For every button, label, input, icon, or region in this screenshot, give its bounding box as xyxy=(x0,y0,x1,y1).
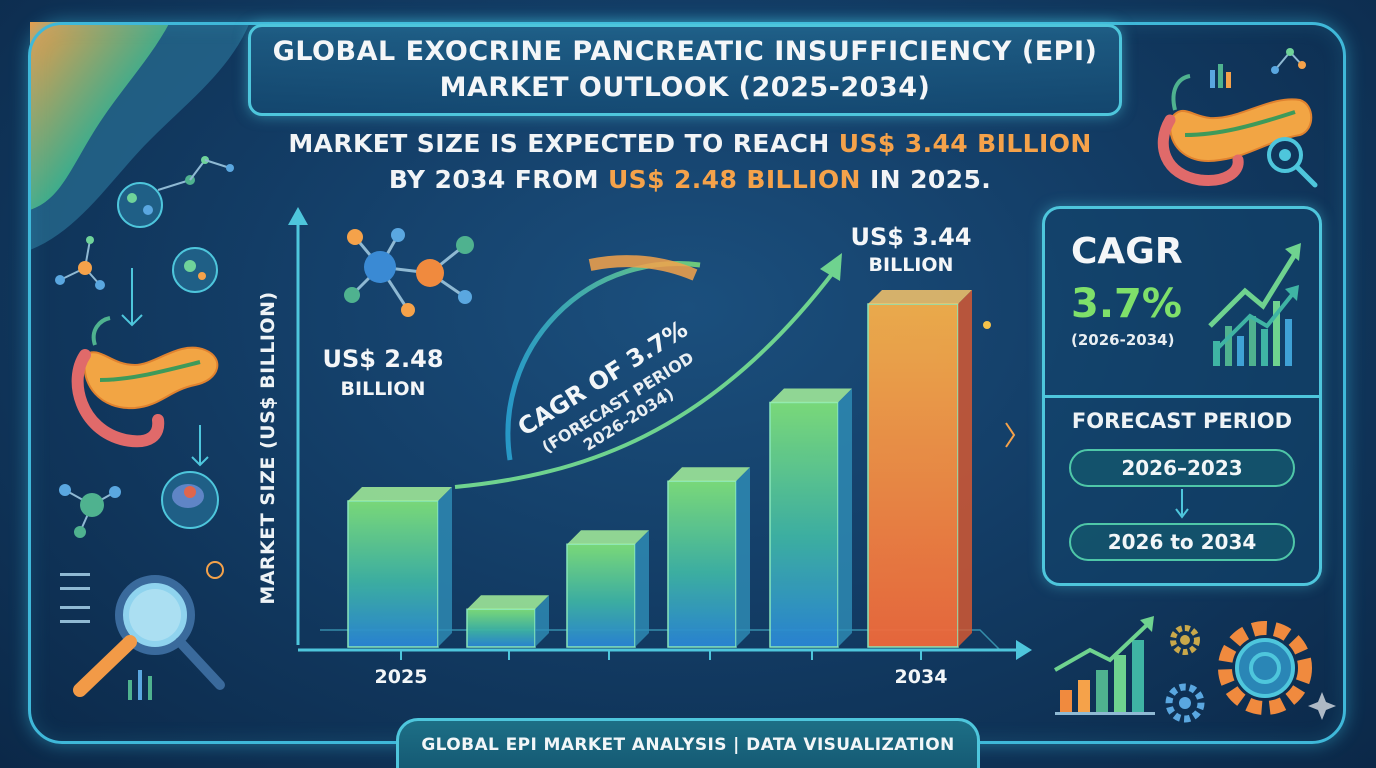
growth-arrow-head xyxy=(820,253,842,281)
y-axis-label: MARKET SIZE (US$ BILLION) xyxy=(257,291,279,605)
bar-step-2 xyxy=(566,530,649,648)
pancreas-icon xyxy=(71,316,219,448)
bar-2034 xyxy=(867,290,972,648)
bar-step-1 xyxy=(466,595,549,648)
trend-arrows-icon xyxy=(1208,243,1301,366)
x-axis-arrow xyxy=(1016,640,1032,660)
forecast-period-title: FORECAST PERIOD xyxy=(1071,409,1293,433)
small-molecule-icon xyxy=(55,236,143,327)
forecast-pill-2: 2026 to 2034 xyxy=(1069,523,1295,561)
sparkle-icon xyxy=(1308,692,1336,720)
end-unit-label: BILLION xyxy=(869,254,954,276)
bar-2025 xyxy=(347,486,452,648)
subtitle: MARKET SIZE IS EXPECTED TO REACH US$ 3.4… xyxy=(240,126,1140,198)
subtitle-line-2: BY 2034 FROM US$ 2.48 BILLION IN 2025. xyxy=(240,162,1140,198)
panel-divider xyxy=(1045,395,1319,398)
gear-icon-small xyxy=(1170,625,1200,655)
subtitle-highlight-start: US$ 2.48 BILLION xyxy=(607,165,861,194)
network-icon xyxy=(1271,48,1306,74)
cell-icon-large xyxy=(161,425,219,529)
x-tick-label-2034: 2034 xyxy=(895,666,948,688)
subtitle-highlight-end: US$ 3.44 BILLION xyxy=(838,129,1092,158)
gauge-highlight xyxy=(588,255,698,281)
bar-step-4 xyxy=(769,388,852,648)
right-top-icons xyxy=(1157,48,1318,188)
title-box: GLOBAL EXOCRINE PANCREATIC INSUFFICIENCY… xyxy=(248,24,1122,116)
forecast-pill-1: 2026–2023 xyxy=(1069,449,1295,487)
subtitle-line-1: MARKET SIZE IS EXPECTED TO REACH US$ 3.4… xyxy=(240,126,1140,162)
gear-icon xyxy=(1218,621,1312,715)
bar-step-3 xyxy=(667,467,750,648)
gear-icon-medium xyxy=(1165,683,1205,723)
molecule-icon-2 xyxy=(59,484,121,538)
glow-dot xyxy=(983,321,991,329)
growth-chart-icon xyxy=(1054,616,1155,715)
cagr-arc-text: CAGR OF 3.7% (FORECAST PERIOD 2026-2034) xyxy=(513,315,697,457)
x-tick-label-2025: 2025 xyxy=(375,666,428,688)
list-lines-icon xyxy=(60,573,90,623)
market-chart: CAGR OF 3.7% (FORECAST PERIOD 2026-2034)… xyxy=(288,207,1032,688)
start-unit-label: BILLION xyxy=(341,378,426,400)
molecule-icon xyxy=(117,156,234,228)
subtitle-text: MARKET SIZE IS EXPECTED TO REACH xyxy=(288,129,839,158)
molecule-decoration xyxy=(344,228,474,317)
title-line-1: GLOBAL EXOCRINE PANCREATIC INSUFFICIENCY… xyxy=(272,36,1098,67)
magnifier-icon xyxy=(73,561,225,700)
gear-magnifier-icon xyxy=(1267,137,1318,188)
bars-group: 2025 2034 xyxy=(347,290,972,688)
subtitle-text: IN 2025. xyxy=(860,165,992,194)
bottom-right-icons xyxy=(1054,616,1336,723)
corner-wave-decoration xyxy=(30,22,250,250)
cagr-panel: CAGR 3.7% (2026-2034) FORECAST PERIOD 20… xyxy=(1042,206,1322,586)
subtitle-text: BY 2034 FROM xyxy=(388,165,608,194)
start-value-label: US$ 2.48 xyxy=(322,345,443,373)
pancreas-icon-top xyxy=(1157,74,1313,186)
end-value-label: US$ 3.44 xyxy=(850,223,971,251)
cagr-range: (2026-2034) xyxy=(1071,331,1175,349)
y-axis-arrow xyxy=(288,207,308,225)
growth-arrow xyxy=(454,268,837,489)
cagr-value: 3.7% xyxy=(1071,281,1182,327)
cell-icon xyxy=(172,247,218,293)
cagr-title: CAGR xyxy=(1071,231,1183,272)
chevron-right-icon xyxy=(1005,422,1016,448)
title-line-2: MARKET OUTLOOK (2025-2034) xyxy=(439,72,931,103)
left-icon-column xyxy=(55,156,234,700)
mini-bars-icon xyxy=(1210,64,1231,88)
down-arrow-icon xyxy=(1175,489,1189,519)
footer-banner: GLOBAL EPI MARKET ANALYSIS | DATA VISUAL… xyxy=(396,718,980,768)
